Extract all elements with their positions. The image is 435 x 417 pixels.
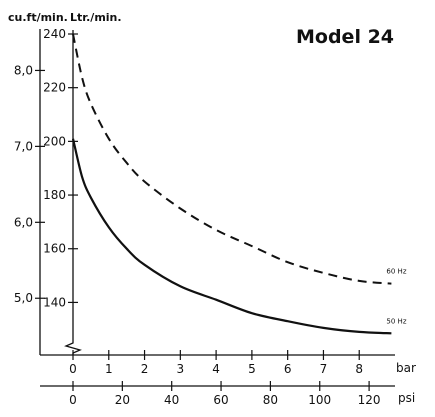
x-psi-tick-label: 20	[115, 393, 130, 407]
x-axis-bar-unit: bar	[396, 361, 416, 375]
y-right-tick-label: 180	[43, 188, 66, 202]
x-psi-tick-label: 60	[213, 393, 228, 407]
x-bar-tick-label: 6	[284, 362, 292, 376]
x-axis-bar-ticks: 0 1 2 3 4 5 6 7 8	[69, 350, 363, 376]
y-left-tick-label: 8,0	[14, 63, 33, 77]
y-left-tick-label: 7,0	[14, 139, 33, 153]
series-group: 60 Hz 50 Hz	[71, 33, 407, 335]
y-left-tick-label: 5,0	[14, 291, 33, 305]
x-psi-tick-label: 120	[358, 393, 381, 407]
x-axis-psi-ticks: 0 20 40 60 80 100 120	[69, 381, 381, 407]
series-line-50-hz	[71, 138, 392, 335]
x-psi-tick-label: 100	[308, 393, 331, 407]
x-bar-tick-label: 7	[320, 362, 328, 376]
series-label-60-hz: 60 Hz	[386, 268, 406, 276]
chart-title: Model 24	[296, 26, 394, 48]
y-axis-left-ticks: 5,0 6,0 7,0 8,0	[14, 63, 45, 305]
y-right-tick-label: 220	[43, 81, 66, 95]
x-bar-tick-label: 8	[355, 362, 363, 376]
x-bar-tick-label: 1	[105, 362, 113, 376]
y-axis-right-line	[64, 30, 82, 355]
y-right-tick-label: 200	[43, 134, 66, 148]
y-axis-right-ticks: 140 160 180 200 220 240	[43, 27, 78, 309]
y-right-tick-label: 140	[43, 295, 66, 309]
x-bar-tick-label: 0	[69, 362, 77, 376]
y-right-tick-label: 160	[43, 242, 66, 256]
y-right-tick-label: 240	[43, 27, 66, 41]
series-line-60-hz	[72, 33, 392, 285]
x-bar-tick-label: 2	[141, 362, 149, 376]
y-axis-right-unit: Ltr./min.	[70, 11, 122, 24]
x-psi-tick-label: 40	[164, 393, 179, 407]
x-bar-tick-label: 4	[212, 362, 220, 376]
x-bar-tick-label: 3	[177, 362, 185, 376]
x-psi-tick-label: 80	[263, 393, 278, 407]
x-axis-psi-unit: psi	[398, 391, 415, 405]
y-left-tick-label: 6,0	[14, 215, 33, 229]
y-axis-left-unit: cu.ft/min.	[8, 11, 68, 24]
x-psi-tick-label: 0	[69, 393, 77, 407]
series-label-50-hz: 50 Hz	[386, 317, 406, 325]
x-bar-tick-label: 5	[248, 362, 256, 376]
